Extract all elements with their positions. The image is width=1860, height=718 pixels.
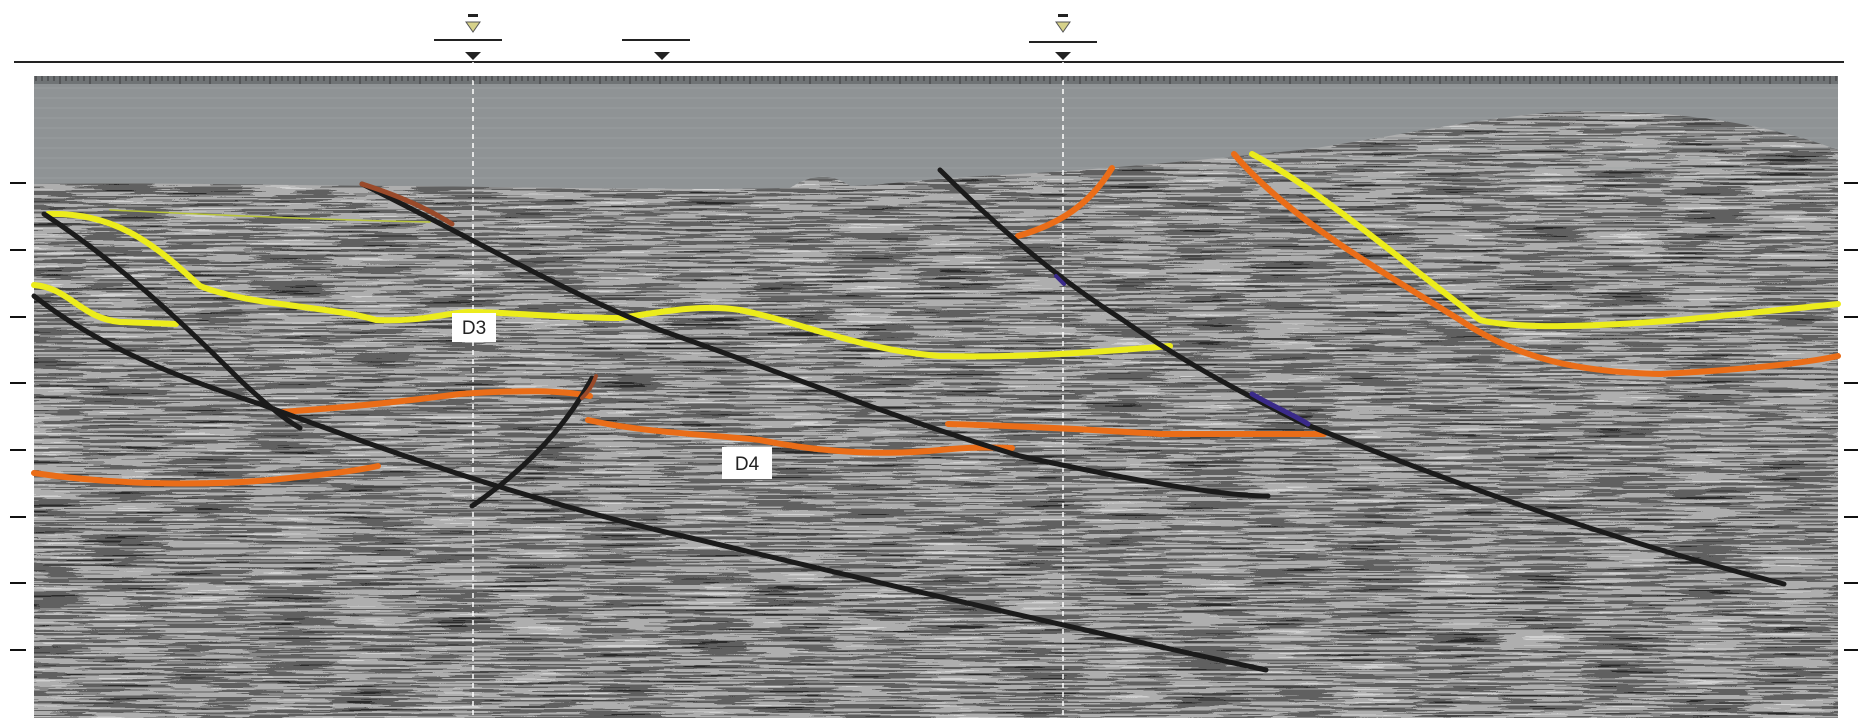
horizon-d4-center [585,417,1015,456]
label-d3: D3 [452,313,496,342]
horizon-d4-upper [279,388,593,415]
well-3[interactable] [1029,14,1097,718]
depth-ticks-left [10,182,26,651]
thin-horizon-line [109,209,431,223]
horizon-d4-left [31,463,381,487]
horizon-d3-right [1249,151,1841,330]
label-d4-text: D4 [735,454,760,475]
label-d3-box [452,313,496,342]
water-column [34,76,1838,189]
well-triangle-icon [1055,21,1071,33]
fault-purple-segment [1249,391,1311,427]
well-1[interactable] [434,14,502,718]
horizon-orange-short [1015,165,1115,239]
water-column-lines [34,87,1838,179]
seismic-panel [34,76,1838,718]
fault-1 [31,293,1269,673]
horizon-d3-left-segment [31,282,179,327]
trace-ticks [35,76,1837,84]
well-3-cap [1058,14,1068,17]
fault-3 [359,181,1271,499]
well-1-cap [468,14,478,17]
fault-brown-tip [580,374,598,400]
label-d3-text: D3 [462,318,486,339]
horizon-d4-east [945,421,1327,438]
fault-brown-segment [359,181,455,227]
depth-ticks-right [1844,182,1858,651]
label-d4: D4 [722,447,772,479]
well-3-pin [1055,52,1071,60]
fault-purple-dot [1054,274,1066,286]
well-flat-marker [654,52,670,60]
horizon-d3-main [45,210,1173,360]
horizon-d4-right [1231,151,1841,377]
well-2[interactable] [622,39,690,60]
interpretation-overlay [31,151,1841,673]
fault-2 [41,211,303,431]
well-triangle-icon [465,21,481,33]
fault-4 [937,167,1787,587]
well-1-pin [465,52,481,60]
label-d4-box [722,447,772,479]
fault-5 [469,375,595,509]
